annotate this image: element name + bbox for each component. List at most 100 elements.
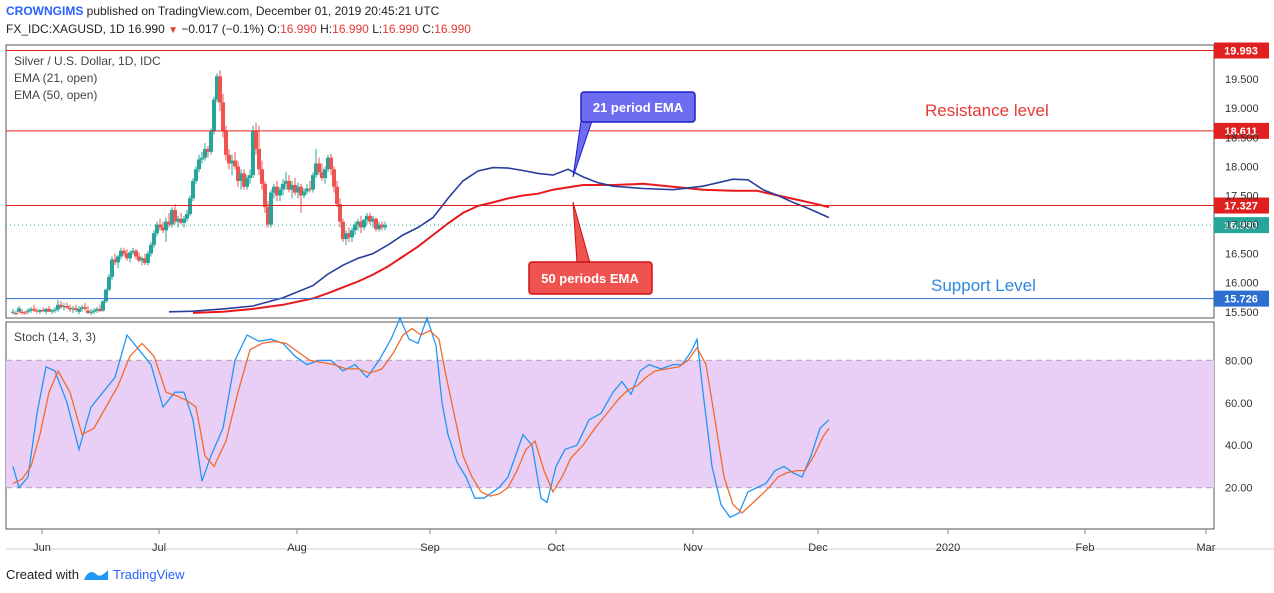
- candle-body: [362, 219, 366, 228]
- candle-body: [11, 311, 15, 313]
- candle-body: [245, 178, 249, 187]
- candle: [248, 169, 252, 184]
- candle-body: [44, 308, 48, 312]
- candle: [179, 212, 183, 225]
- stoch-band: [6, 360, 1214, 488]
- candle: [116, 254, 120, 269]
- candle: [245, 175, 249, 190]
- candle-body: [239, 173, 243, 181]
- candle: [332, 166, 336, 193]
- candle-body: [281, 183, 285, 190]
- candle-body: [32, 308, 36, 311]
- candle-body: [194, 169, 198, 181]
- candle-body: [62, 305, 66, 308]
- open-value: 16.990: [280, 22, 317, 36]
- candle-body: [182, 218, 186, 223]
- ema21-legend: EMA (21, open): [14, 71, 97, 85]
- stoch-tick-label: 60.00: [1225, 398, 1253, 410]
- candle-body: [242, 173, 246, 187]
- level-label: 19.993: [1224, 46, 1258, 58]
- candle: [92, 308, 96, 315]
- candle: [41, 307, 45, 313]
- close-value: 16.990: [434, 22, 471, 36]
- tradingview-brand[interactable]: TradingView: [112, 567, 185, 582]
- price-tick-label: 15.500: [1225, 307, 1259, 319]
- candle: [200, 151, 204, 164]
- candle-body: [89, 311, 93, 313]
- candle: [38, 308, 42, 315]
- candle: [272, 183, 276, 199]
- candle: [140, 256, 144, 266]
- candle-body: [77, 308, 81, 312]
- ema50-legend: EMA (50, open): [14, 88, 97, 102]
- x-tick-label: Aug: [287, 542, 307, 554]
- candle-body: [341, 221, 345, 240]
- candle: [146, 250, 150, 266]
- candle-body: [356, 221, 360, 225]
- candle: [218, 70, 222, 112]
- candle-body: [308, 188, 312, 190]
- candle: [314, 148, 318, 179]
- candle: [185, 210, 189, 222]
- candle-body: [302, 191, 306, 196]
- candle: [335, 180, 339, 208]
- candle: [173, 204, 177, 225]
- ema21-line: [168, 166, 830, 313]
- candle-body: [20, 311, 24, 313]
- candle: [80, 304, 84, 312]
- candle: [107, 273, 111, 292]
- candle-body: [236, 166, 240, 181]
- candle-body: [248, 175, 252, 179]
- author-name[interactable]: CROWNGIMS: [6, 4, 84, 18]
- candle: [239, 169, 243, 190]
- candle-body: [209, 131, 213, 152]
- candle-body: [38, 310, 42, 312]
- candle: [305, 183, 309, 195]
- candle-body: [146, 253, 150, 263]
- candle-body: [101, 301, 105, 311]
- candle-body: [110, 259, 114, 277]
- candle-body: [269, 192, 273, 225]
- candle: [77, 305, 81, 315]
- candle-body: [134, 250, 138, 257]
- candle: [17, 305, 21, 314]
- candle-body: [107, 276, 111, 290]
- price-tick-label: 18.500: [1225, 132, 1259, 144]
- candle-body: [317, 163, 321, 173]
- level-label: 15.726: [1224, 294, 1258, 306]
- candle: [212, 96, 216, 135]
- candle-body: [377, 224, 381, 230]
- x-tick-label: Oct: [547, 542, 564, 554]
- candle: [110, 256, 114, 280]
- candle-body: [275, 186, 279, 196]
- candle-body: [284, 180, 288, 184]
- candle: [356, 218, 360, 231]
- candle-body: [257, 148, 261, 170]
- candle: [206, 146, 210, 158]
- candle-body: [170, 210, 174, 225]
- candle-body: [176, 218, 180, 222]
- symbol-header: FX_IDC:XAGUSD, 1D 16.990 ▼ −0.017 (−0.1%…: [6, 22, 471, 36]
- candle: [143, 253, 147, 266]
- candle-body: [206, 148, 210, 152]
- resistance-label: Resistance level: [925, 101, 1049, 120]
- candle: [287, 175, 291, 193]
- candle: [167, 212, 171, 228]
- candle-body: [266, 207, 270, 225]
- candle: [44, 307, 48, 315]
- candle: [233, 151, 237, 170]
- candle-body: [95, 308, 99, 311]
- price-tick-label: 19.000: [1225, 103, 1259, 115]
- candle-body: [200, 157, 204, 160]
- x-tick-label: Jul: [152, 542, 166, 554]
- candles-layer: [11, 70, 387, 316]
- candle: [32, 304, 36, 312]
- candle-body: [296, 186, 300, 193]
- low-label: L:: [372, 22, 383, 36]
- candle: [197, 154, 201, 173]
- close-label: C:: [422, 22, 435, 36]
- candle: [191, 178, 195, 202]
- candle: [269, 189, 273, 228]
- candle: [311, 172, 315, 193]
